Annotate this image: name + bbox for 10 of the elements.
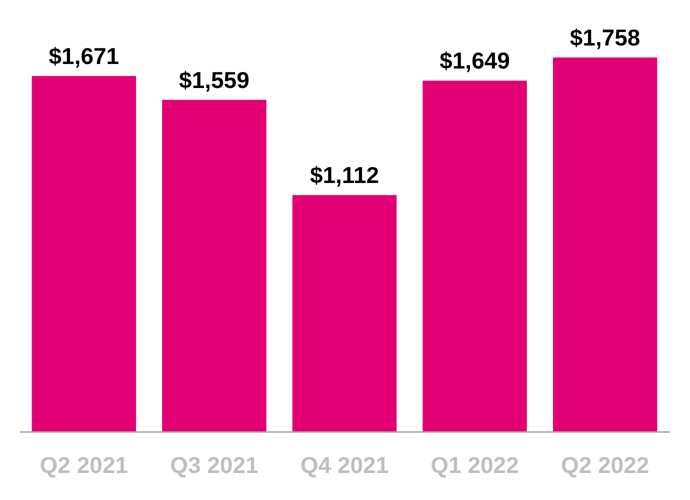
x-tick-label: Q4 2021	[300, 452, 389, 478]
x-tick-label: Q1 2022	[430, 452, 519, 478]
x-tick-label: Q2 2021	[40, 452, 128, 478]
data-label: $1,649	[440, 48, 510, 74]
data-label: $1,758	[570, 24, 640, 50]
x-tick-label: Q2 2022	[560, 452, 650, 478]
data-label: $1,559	[179, 66, 250, 93]
data-label: $1,112	[310, 162, 380, 188]
data-label: $1,671	[48, 42, 120, 69]
x-tick-label: Q3 2021	[170, 452, 259, 478]
